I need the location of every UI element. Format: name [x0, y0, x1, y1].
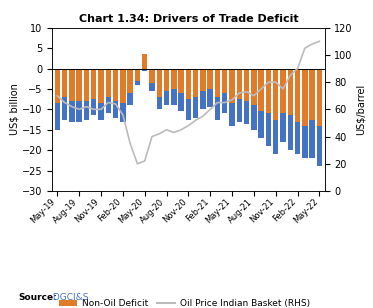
Bar — [128, 68, 133, 93]
Bar — [236, 99, 242, 122]
Bar — [54, 68, 60, 103]
Bar — [222, 93, 228, 113]
Bar — [149, 68, 155, 83]
Bar — [273, 120, 279, 154]
Bar — [91, 99, 97, 116]
Text: DGCI&S: DGCI&S — [50, 293, 89, 302]
Bar — [120, 68, 126, 103]
Bar — [91, 68, 97, 99]
Bar — [295, 68, 300, 122]
Bar — [186, 99, 191, 120]
Bar — [229, 68, 235, 103]
Y-axis label: US$/barrel: US$/barrel — [355, 84, 366, 135]
Bar — [164, 91, 169, 105]
Bar — [69, 101, 75, 122]
Bar — [258, 111, 264, 138]
Bar — [229, 103, 235, 126]
Bar — [317, 126, 322, 166]
Bar — [258, 68, 264, 111]
Bar — [62, 68, 68, 97]
Bar — [120, 103, 126, 122]
Bar — [186, 68, 191, 99]
Bar — [200, 91, 206, 109]
Bar — [69, 68, 75, 101]
Title: Chart 1.34: Drivers of Trade Deficit: Chart 1.34: Drivers of Trade Deficit — [79, 14, 298, 24]
Bar — [76, 101, 82, 122]
Bar — [128, 93, 133, 105]
Bar — [149, 83, 155, 91]
Bar — [193, 68, 198, 97]
Bar — [302, 126, 308, 158]
Bar — [244, 101, 249, 124]
Bar — [207, 89, 213, 107]
Bar — [193, 97, 198, 117]
Bar — [207, 68, 213, 89]
Bar — [280, 113, 286, 142]
Bar — [295, 122, 300, 154]
Bar — [251, 68, 257, 105]
Text: Source:: Source: — [19, 293, 57, 302]
Bar — [302, 68, 308, 126]
Bar — [171, 68, 176, 89]
Bar — [288, 68, 293, 116]
Bar — [178, 93, 184, 111]
Bar — [222, 68, 228, 93]
Bar — [142, 54, 147, 68]
Bar — [288, 116, 293, 150]
Bar — [84, 101, 89, 120]
Bar — [157, 97, 162, 109]
Bar — [317, 68, 322, 126]
Bar — [273, 68, 279, 120]
Bar — [215, 68, 220, 97]
Bar — [178, 68, 184, 93]
Bar — [157, 68, 162, 97]
Bar — [244, 68, 249, 101]
Bar — [266, 113, 271, 146]
Bar — [106, 97, 111, 113]
Bar — [251, 105, 257, 130]
Bar — [135, 68, 140, 81]
Bar — [171, 89, 176, 105]
Bar — [142, 68, 147, 71]
Bar — [135, 81, 140, 85]
Bar — [113, 68, 118, 101]
Bar — [280, 68, 286, 113]
Bar — [236, 68, 242, 99]
Bar — [309, 68, 315, 120]
Bar — [164, 68, 169, 91]
Bar — [215, 97, 220, 120]
Bar — [54, 103, 60, 130]
Bar — [98, 103, 104, 120]
Bar — [200, 68, 206, 91]
Bar — [106, 68, 111, 97]
Bar — [309, 120, 315, 158]
Y-axis label: US$ billion: US$ billion — [9, 83, 19, 135]
Bar — [98, 68, 104, 103]
Bar — [84, 68, 89, 101]
Bar — [113, 101, 118, 117]
Legend: Non-Oil Deficit, Oil Deficit, Oil Price Indian Basket (RHS): Non-Oil Deficit, Oil Deficit, Oil Price … — [57, 297, 313, 308]
Bar — [76, 68, 82, 101]
Bar — [62, 97, 68, 120]
Bar — [266, 68, 271, 113]
